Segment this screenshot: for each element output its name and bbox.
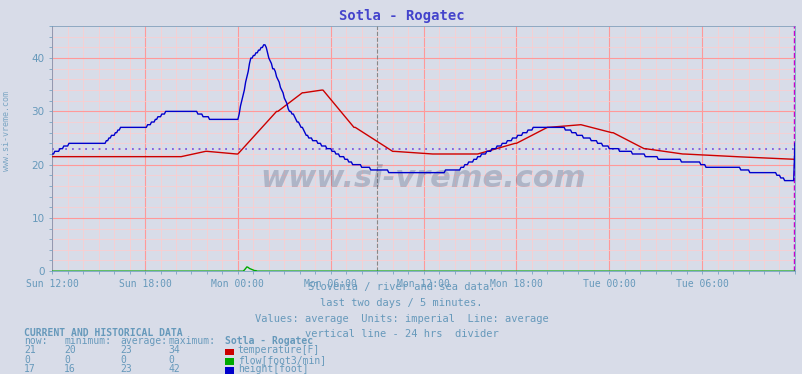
Text: 42: 42: [168, 364, 180, 374]
Text: vertical line - 24 hrs  divider: vertical line - 24 hrs divider: [304, 329, 498, 340]
Text: Sotla - Rogatec: Sotla - Rogatec: [225, 336, 313, 346]
Text: 21: 21: [24, 345, 36, 355]
Text: CURRENT AND HISTORICAL DATA: CURRENT AND HISTORICAL DATA: [24, 328, 183, 338]
Text: 0: 0: [64, 355, 70, 365]
Text: last two days / 5 minutes.: last two days / 5 minutes.: [320, 298, 482, 308]
Text: Slovenia / river and sea data.: Slovenia / river and sea data.: [307, 282, 495, 292]
Text: temperature[F]: temperature[F]: [237, 345, 319, 355]
Text: 16: 16: [64, 364, 76, 374]
Text: 20: 20: [64, 345, 76, 355]
Text: 0: 0: [24, 355, 30, 365]
Text: 34: 34: [168, 345, 180, 355]
Text: flow[foot3/min]: flow[foot3/min]: [237, 355, 326, 365]
Text: 0: 0: [120, 355, 126, 365]
Text: 0: 0: [168, 355, 174, 365]
Text: Sotla - Rogatec: Sotla - Rogatec: [338, 9, 464, 23]
Text: www.si-vreme.com: www.si-vreme.com: [2, 91, 11, 171]
Text: height[foot]: height[foot]: [237, 364, 308, 374]
Text: minimum:: minimum:: [64, 336, 111, 346]
Text: maximum:: maximum:: [168, 336, 216, 346]
Text: now:: now:: [24, 336, 47, 346]
Text: average:: average:: [120, 336, 168, 346]
Text: 23: 23: [120, 345, 132, 355]
Text: 17: 17: [24, 364, 36, 374]
Text: 23: 23: [120, 364, 132, 374]
Text: Values: average  Units: imperial  Line: average: Values: average Units: imperial Line: av…: [254, 314, 548, 324]
Text: www.si-vreme.com: www.si-vreme.com: [261, 163, 585, 193]
